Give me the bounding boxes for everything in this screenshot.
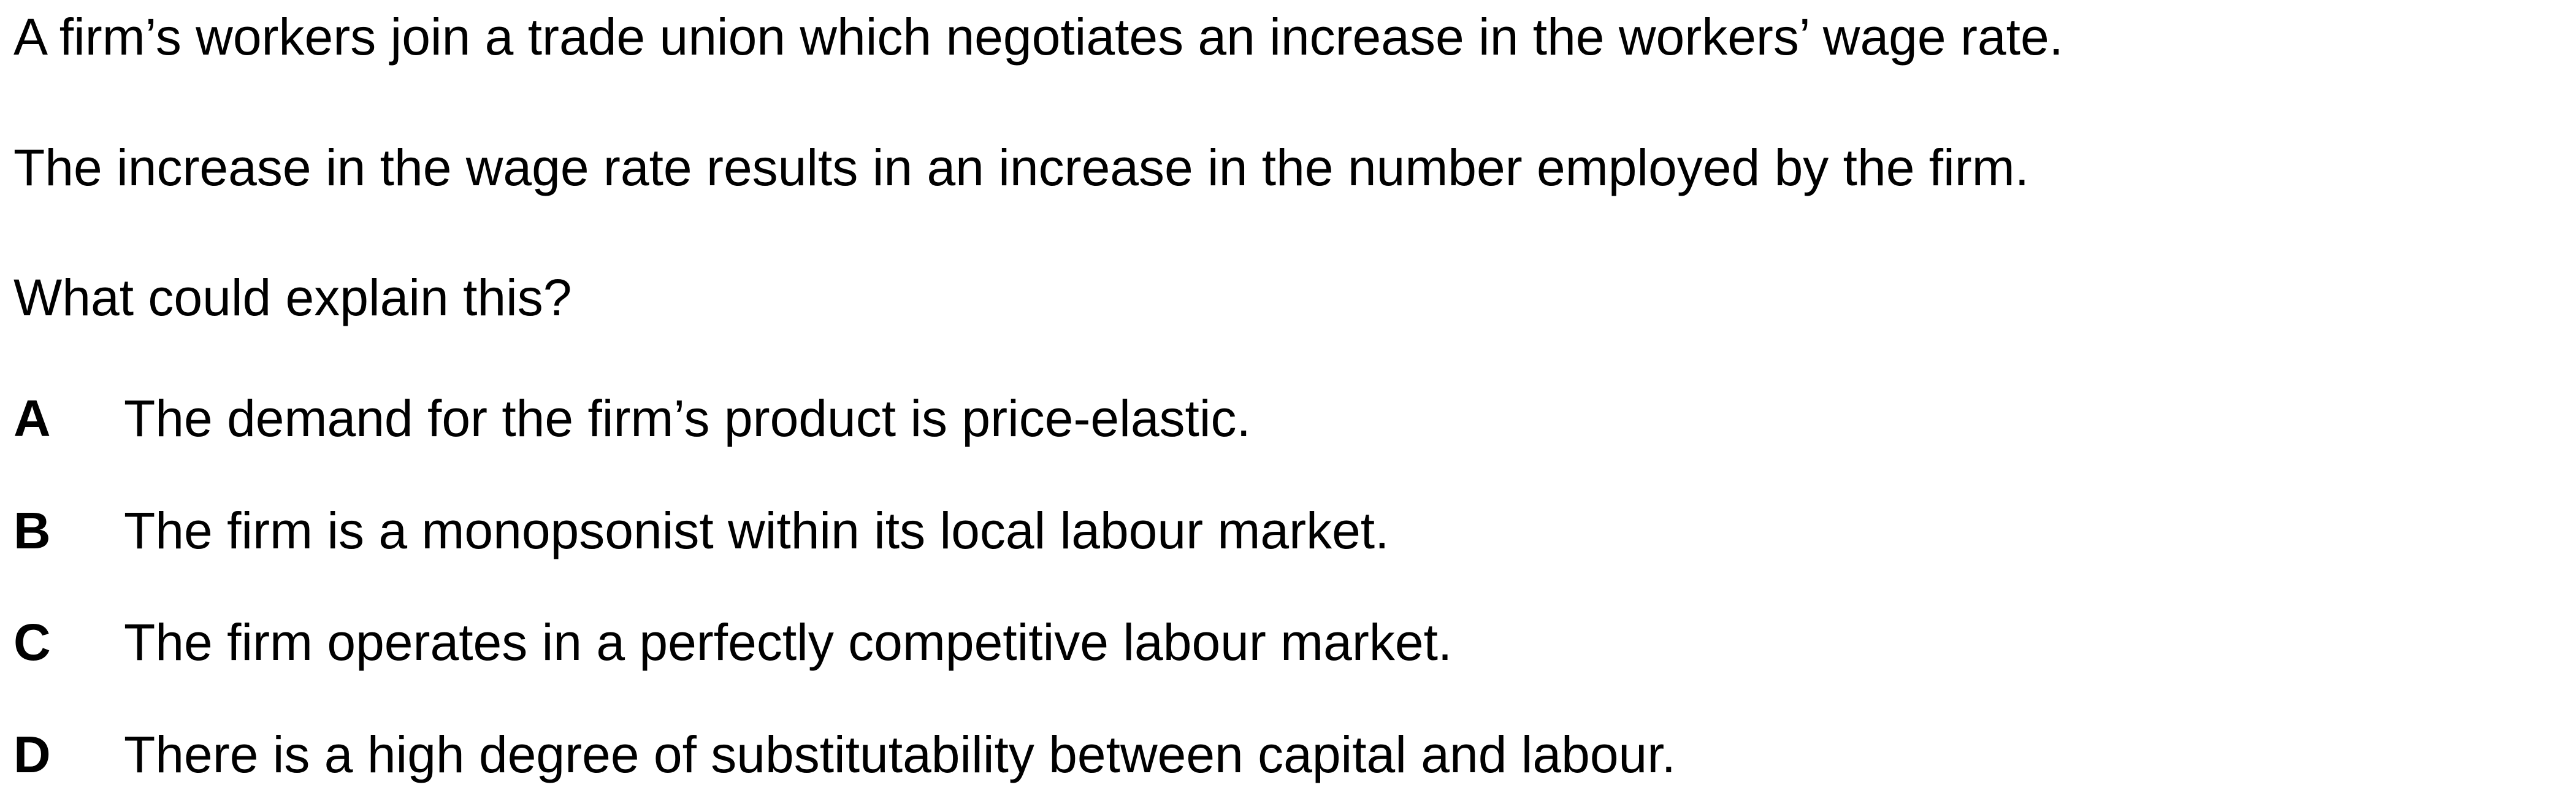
option-letter: A (13, 389, 51, 447)
question-prompt: What could explain this? (13, 269, 572, 326)
question-stem-line-1: A firm’s workers join a trade union whic… (13, 8, 2064, 66)
option-text: There is a high degree of substitutabili… (124, 726, 1676, 783)
option-letter: D (13, 726, 51, 783)
option-text: The demand for the firm’s product is pri… (124, 389, 1251, 447)
option-text: The firm is a monopsonist within its loc… (124, 502, 1389, 559)
option-letter: C (13, 613, 51, 671)
option-letter: B (13, 502, 51, 559)
option-text: The firm operates in a perfectly competi… (124, 613, 1453, 671)
question-stem-line-2: The increase in the wage rate results in… (13, 139, 2030, 196)
